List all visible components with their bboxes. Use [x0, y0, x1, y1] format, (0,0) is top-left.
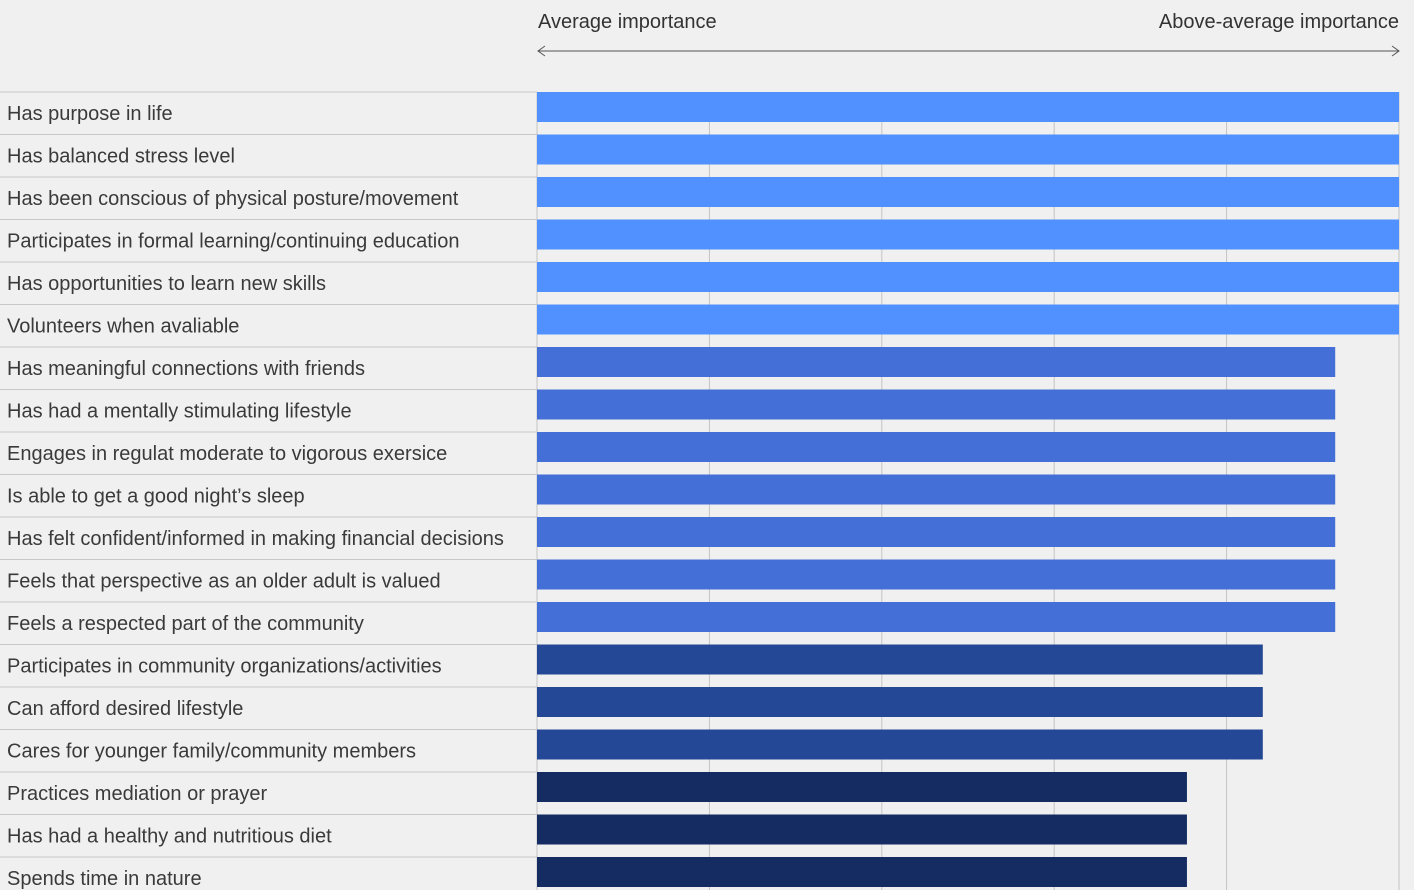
category-label: Spends time in nature: [7, 868, 202, 890]
bar: [537, 814, 1187, 845]
category-label: Has been conscious of physical posture/m…: [7, 188, 459, 210]
bar: [537, 559, 1336, 590]
bar: [537, 304, 1399, 335]
category-label: Participates in community organizations/…: [7, 656, 442, 678]
category-label: Participates in formal learning/continui…: [7, 231, 460, 253]
bar: [537, 92, 1399, 122]
bar: [537, 857, 1187, 887]
bar: [537, 432, 1336, 462]
category-label: Has had a healthy and nutritious diet: [7, 826, 332, 848]
bar: [537, 602, 1336, 632]
category-label: Has purpose in life: [7, 103, 173, 125]
category-label: Feels a respected part of the community: [7, 613, 364, 635]
bar: [537, 389, 1336, 420]
category-label: Has balanced stress level: [7, 146, 235, 168]
bar: [537, 644, 1263, 675]
category-label: Has opportunities to learn new skills: [7, 273, 326, 295]
bar: [537, 177, 1399, 207]
category-label: Is able to get a good night’s sleep: [7, 486, 305, 508]
scale-arrow: [537, 45, 1400, 57]
scale-label-above-average: Above-average importance: [1158, 11, 1399, 33]
category-label: Has felt confident/informed in making fi…: [7, 528, 504, 550]
bar: [537, 474, 1336, 505]
bar: [537, 687, 1263, 717]
scale-label-average: Average importance: [538, 11, 717, 33]
category-label: Practices mediation or prayer: [7, 783, 267, 805]
bar: [537, 772, 1187, 802]
category-label: Has had a mentally stimulating lifestyle: [7, 401, 352, 423]
bar: [537, 347, 1336, 377]
category-label: Has meaningful connections with friends: [7, 358, 365, 380]
category-label: Can afford desired lifestyle: [7, 698, 243, 720]
bar: [537, 134, 1399, 165]
category-label: Feels that perspective as an older adult…: [7, 571, 441, 593]
rows: Has purpose in life Has balanced stress l…: [0, 91, 1399, 890]
bar: [537, 517, 1336, 547]
category-label: Engages in regulat moderate to vigorous …: [7, 443, 447, 465]
category-label: Volunteers when avaliable: [7, 316, 239, 338]
bar: [537, 262, 1399, 292]
bar: [537, 219, 1399, 250]
bar: [537, 729, 1263, 760]
category-label: Cares for younger family/community membe…: [7, 741, 416, 763]
